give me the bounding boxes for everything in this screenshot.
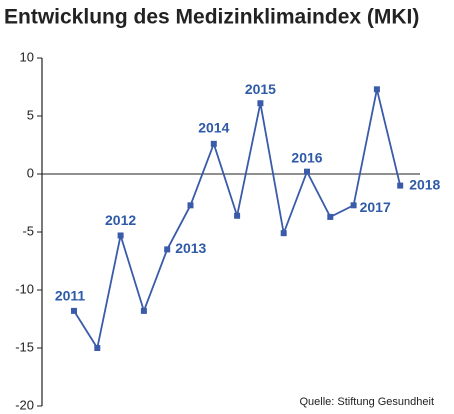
point [397, 182, 404, 189]
point [94, 345, 101, 351]
source: Quelle: Stiftung Gesundheit [299, 396, 434, 408]
point [164, 246, 171, 253]
point [140, 307, 147, 314]
point [117, 232, 124, 239]
y-tick-label: -5 [22, 223, 34, 238]
y-tick-label: 5 [27, 107, 34, 122]
year-label: 2017 [360, 199, 391, 215]
point [187, 202, 194, 209]
point [71, 307, 77, 314]
point [280, 230, 287, 237]
year-label: 2013 [175, 240, 206, 256]
year-label: 2011 [55, 288, 86, 304]
point [304, 168, 310, 175]
year-label: 2014 [198, 120, 229, 136]
point [234, 212, 241, 219]
point [257, 100, 264, 107]
year-label: 2015 [245, 81, 276, 97]
point [327, 213, 334, 220]
chart-title: Entwicklung des Medizinklimaindex (MKI) [4, 6, 419, 29]
y-tick-label: 10 [20, 49, 34, 64]
year-label: 2012 [105, 212, 136, 228]
y-tick-label: 0 [27, 165, 34, 180]
year-label: 2016 [291, 149, 322, 165]
y-tick-label: -15 [15, 339, 34, 354]
y-tick-label: -10 [15, 281, 34, 296]
y-tick-label: -20 [15, 397, 34, 412]
point [350, 202, 357, 209]
point [373, 86, 380, 93]
point [210, 140, 217, 147]
year-label: 2018 [409, 176, 440, 192]
